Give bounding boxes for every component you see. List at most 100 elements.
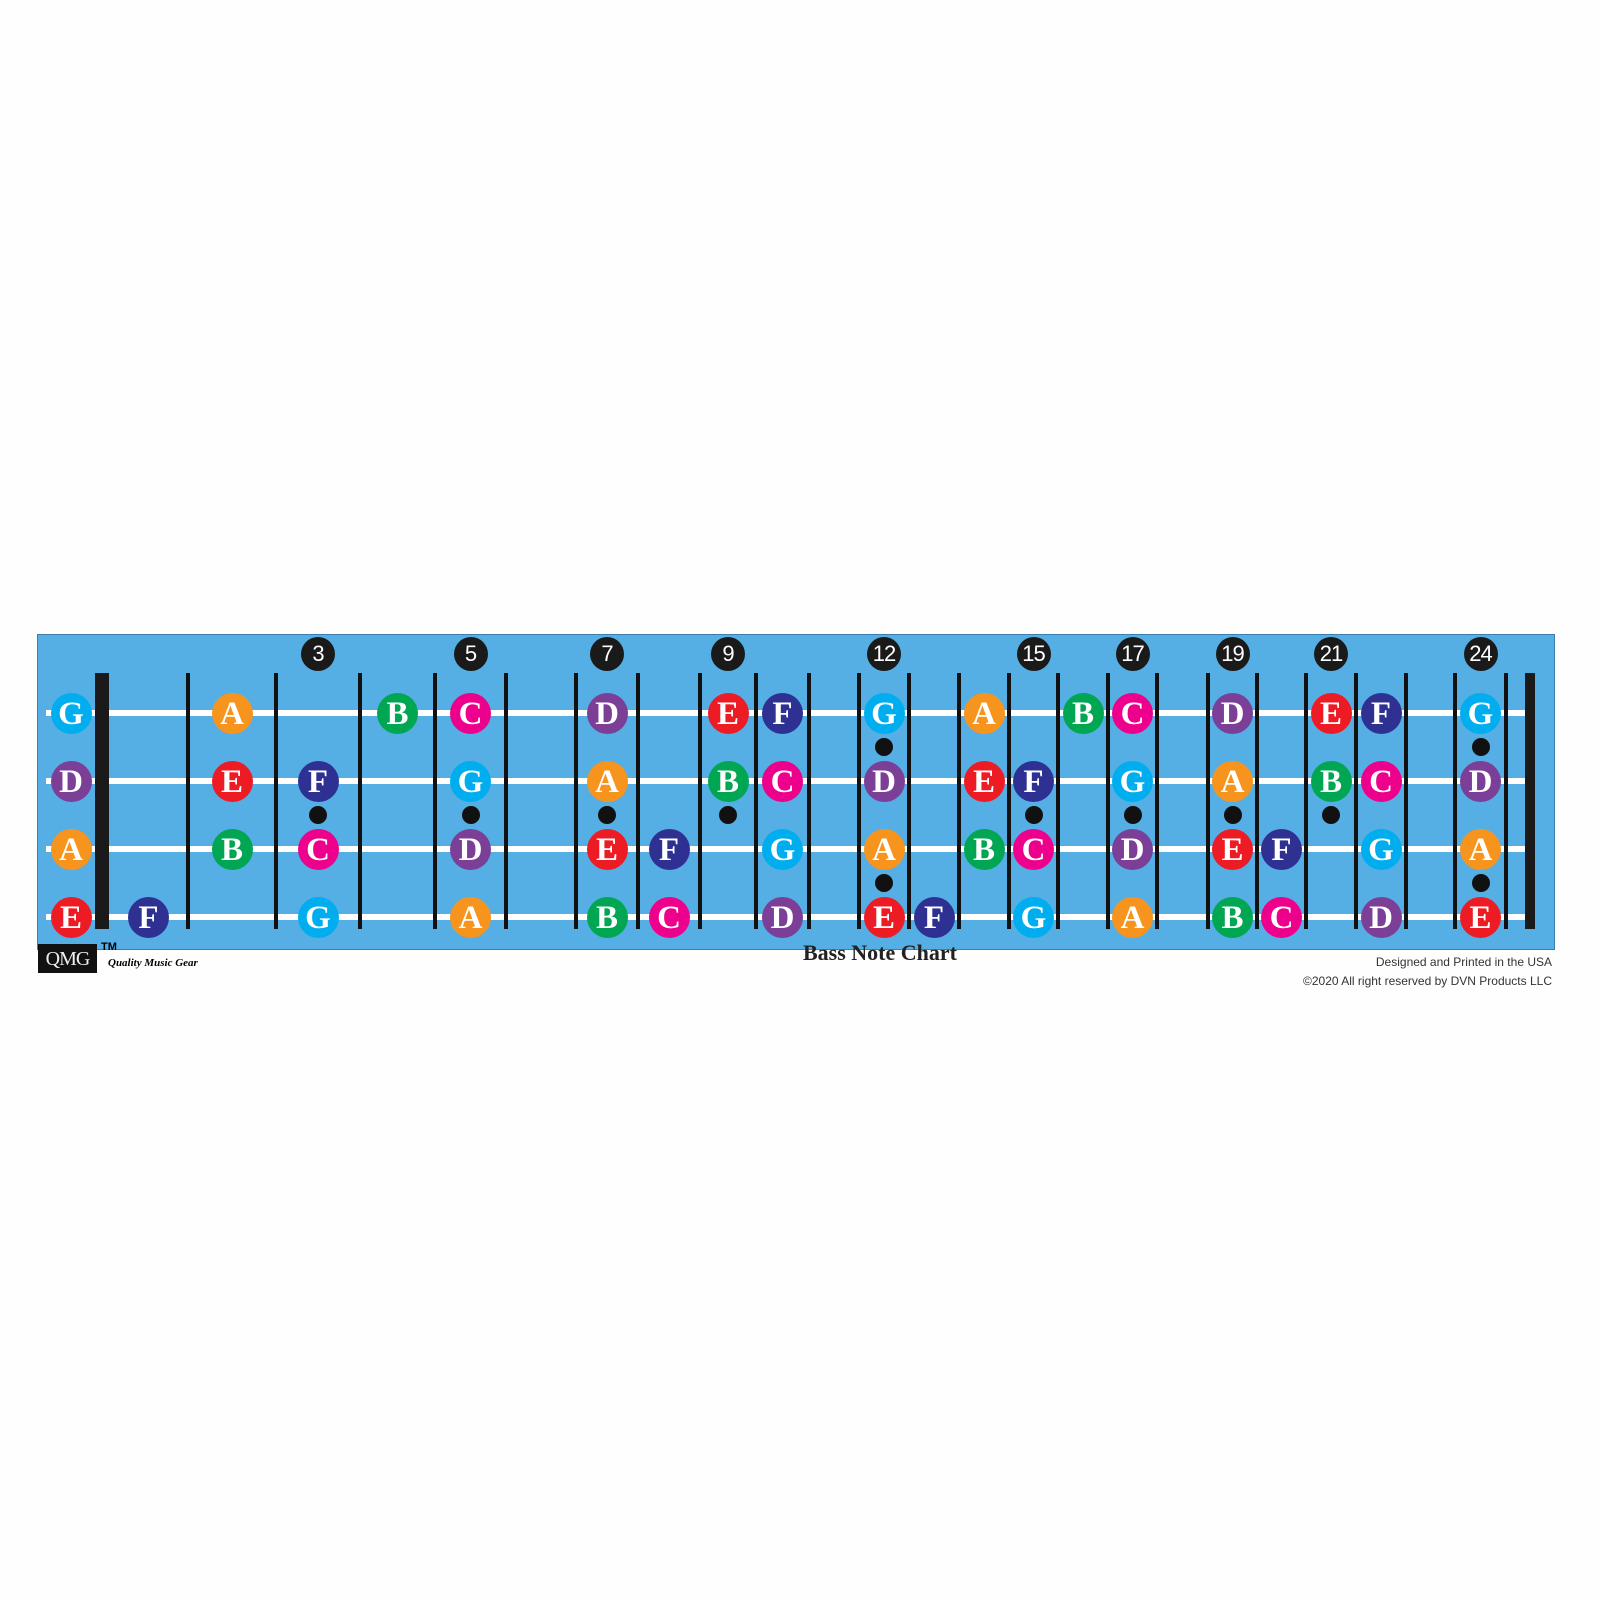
note-G-fret-17: G [1112, 760, 1153, 802]
chart-title: Bass Note Chart [803, 940, 957, 965]
fret-wire-7 [636, 673, 640, 929]
inlay-dot [1471, 738, 1490, 756]
fret-number-marker: 21 [1314, 637, 1348, 671]
note-E-fret-0: E [50, 896, 92, 938]
note-D-fret-7: D [586, 692, 628, 734]
fret-wire-9 [754, 673, 758, 929]
inlay-dot [461, 806, 480, 824]
fret-wire-22 [1404, 673, 1408, 929]
fret-number-marker: 24 [1463, 637, 1498, 671]
note-C-fret-8: C [648, 896, 690, 938]
fret-wire-12 [907, 673, 911, 929]
inlay-dot [1322, 806, 1340, 824]
fret-number-marker: 9 [711, 637, 745, 671]
note-F-fret-13: F [913, 896, 955, 938]
note-E-fret-21: E [1310, 692, 1352, 734]
fret-wire-5 [504, 673, 508, 929]
inlay-dot [875, 738, 893, 756]
fret-wire-19 [1255, 673, 1259, 929]
note-B-fret-21: B [1310, 760, 1352, 802]
note-A-fret-2: A [211, 692, 253, 734]
note-B-fret-16: B [1062, 692, 1104, 734]
fret-wire-8 [698, 673, 702, 929]
note-B-fret-9: B [707, 760, 749, 802]
fret-number-marker: 19 [1215, 637, 1250, 671]
note-G-fret-15: G [1013, 896, 1054, 938]
note-G-fret-5: G [450, 760, 491, 802]
note-A-fret-0: A [50, 828, 92, 870]
fret-number-marker: 3 [301, 637, 335, 671]
note-B-fret-14: B [963, 828, 1005, 870]
note-C-fret-17: C [1112, 692, 1153, 734]
fret-wire-13 [957, 673, 961, 929]
note-C-fret-22: C [1360, 760, 1402, 802]
note-E-fret-14: E [963, 760, 1005, 802]
note-D-fret-0: D [50, 760, 92, 802]
fret-wire-10 [807, 673, 811, 929]
note-E-fret-19: E [1212, 828, 1253, 870]
fret-wire-14 [1007, 673, 1011, 929]
logo-tagline: Quality Music Gear [108, 957, 198, 969]
inlay-dot [1223, 806, 1242, 824]
note-A-fret-7: A [586, 760, 628, 802]
inlay-dot [1024, 806, 1043, 824]
note-F-fret-3: F [297, 760, 339, 802]
note-D-fret-5: D [450, 828, 491, 870]
note-F-fret-15: F [1013, 760, 1054, 802]
note-F-fret-1: F [128, 896, 169, 938]
fret-wire-24 [1504, 673, 1508, 929]
note-B-fret-7: B [586, 896, 628, 938]
note-G-fret-3: G [297, 896, 339, 938]
fret-wire-23 [1453, 673, 1457, 929]
fret-wire-18 [1206, 673, 1210, 929]
note-G-fret-12: G [863, 692, 905, 734]
note-G-fret-10: G [762, 828, 803, 870]
note-C-fret-20: C [1261, 896, 1302, 938]
fret-number-marker: 7 [590, 637, 624, 671]
fret-number-marker: 17 [1115, 637, 1150, 671]
fret-wire-1 [186, 673, 190, 929]
qmg-logo: QMG [38, 944, 97, 973]
fret-wire-11 [857, 673, 861, 929]
fret-wire-16 [1106, 673, 1110, 929]
note-A-fret-17: A [1112, 896, 1153, 938]
note-E-fret-12: E [863, 896, 905, 938]
note-D-fret-19: D [1212, 692, 1253, 734]
note-F-fret-8: F [648, 828, 690, 870]
note-A-fret-19: A [1212, 760, 1253, 802]
note-E-fret-7: E [586, 828, 628, 870]
note-A-fret-5: A [450, 896, 491, 938]
note-D-fret-12: D [863, 760, 905, 802]
note-C-fret-5: C [450, 692, 491, 734]
note-E-fret-2: E [211, 760, 253, 802]
note-G-fret-24: G [1460, 692, 1501, 734]
inlay-dot [309, 806, 327, 824]
note-C-fret-3: C [297, 828, 339, 870]
note-C-fret-15: C [1013, 828, 1054, 870]
fret-wire-6 [574, 673, 578, 929]
note-B-fret-2: B [211, 828, 253, 870]
fret-wire-17 [1155, 673, 1159, 929]
end-bar [1525, 673, 1535, 929]
fret-wire-15 [1056, 673, 1060, 929]
note-A-fret-24: A [1460, 828, 1501, 870]
note-E-fret-9: E [707, 692, 749, 734]
inlay-dot [719, 806, 737, 824]
credit-line-2: ©2020 All right reserved by DVN Products… [1303, 974, 1552, 988]
inlay-dot [598, 806, 616, 824]
note-A-fret-14: A [963, 692, 1005, 734]
note-F-fret-20: F [1261, 828, 1302, 870]
inlay-dot [1471, 874, 1490, 892]
note-B-fret-4: B [377, 692, 418, 734]
fret-number-marker: 12 [867, 637, 901, 671]
trademark-mark: TM [101, 941, 117, 953]
note-F-fret-22: F [1360, 692, 1402, 734]
note-C-fret-10: C [762, 760, 803, 802]
fret-number-marker: 5 [453, 637, 488, 671]
fretboard: 3 5 7 9 12 15 17 19 21 24 G A B C D E F G A B C D E F G D E F G A B C D E… [37, 634, 1555, 950]
fret-wire-4 [433, 673, 437, 929]
note-D-fret-17: D [1112, 828, 1153, 870]
note-D-fret-10: D [762, 896, 803, 938]
credit-line-1: Designed and Printed in the USA [1375, 955, 1552, 969]
note-G-fret-22: G [1360, 828, 1402, 870]
